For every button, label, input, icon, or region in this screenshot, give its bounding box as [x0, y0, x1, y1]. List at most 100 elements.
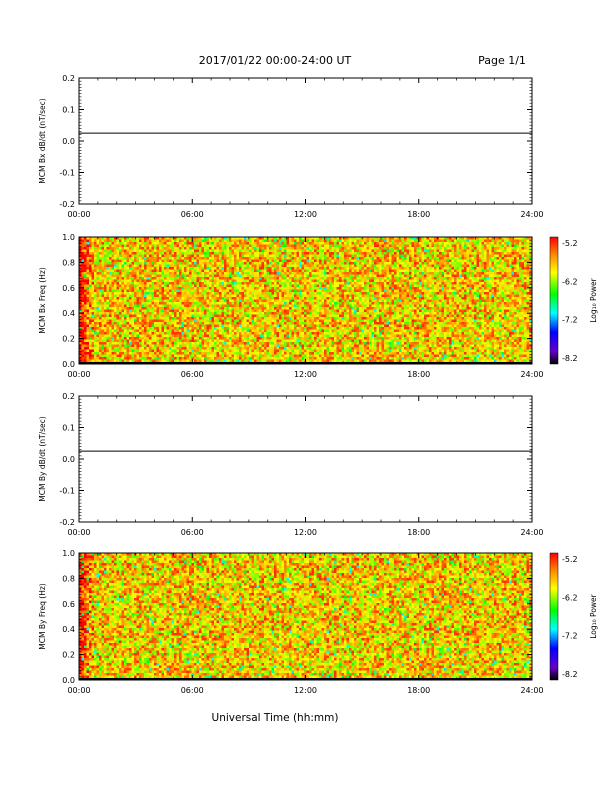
- spectrogram-cell: [187, 292, 190, 295]
- spectrogram-cell: [114, 242, 117, 245]
- spectrogram-cell: [234, 247, 237, 250]
- spectrogram-cell: [272, 297, 275, 300]
- spectrogram-cell: [252, 322, 255, 325]
- spectrogram-cell: [307, 262, 310, 265]
- spectrogram-cell: [289, 257, 292, 260]
- spectrogram-cell: [177, 267, 180, 270]
- spectrogram-cell: [202, 285, 205, 288]
- spectrogram-cell: [312, 360, 315, 363]
- spectrogram-cell: [104, 330, 107, 333]
- spectrogram-cell: [237, 252, 240, 255]
- spectrogram-cell: [309, 352, 312, 355]
- spectrogram-cell: [249, 275, 252, 278]
- spectrogram-cell: [314, 312, 317, 315]
- spectrogram-cell: [244, 282, 247, 285]
- spectrogram-cell: [164, 257, 167, 260]
- spectrogram-cell: [189, 282, 192, 285]
- spectrogram-cell: [244, 245, 247, 248]
- spectrogram-cell: [147, 277, 150, 280]
- spectrogram-cell: [112, 285, 115, 288]
- spectrogram-cell: [269, 310, 272, 313]
- spectrogram-cell: [122, 260, 125, 263]
- spectrogram-cell: [164, 327, 167, 330]
- spectrogram-cell: [144, 347, 147, 350]
- spectrogram-cell: [289, 307, 292, 310]
- spectrogram-cell: [292, 350, 295, 353]
- spectrogram-cell: [114, 322, 117, 325]
- spectrogram-cell: [159, 292, 162, 295]
- spectrogram-cell: [92, 272, 95, 275]
- spectrogram-cell: [89, 295, 92, 298]
- spectrogram-cell: [259, 275, 262, 278]
- spectrogram-cell: [159, 322, 162, 325]
- spectrogram-cell: [287, 305, 290, 308]
- spectrogram-cell: [279, 277, 282, 280]
- spectrogram-cell: [289, 282, 292, 285]
- spectrogram-cell: [214, 300, 217, 303]
- spectrogram-cell: [152, 267, 155, 270]
- spectrogram-cell: [252, 300, 255, 303]
- spectrogram-cell: [259, 350, 262, 353]
- spectrogram-cell: [114, 270, 117, 273]
- spectrogram-cell: [114, 287, 117, 290]
- spectrogram-cell: [194, 257, 197, 260]
- spectrogram-cell: [304, 270, 307, 273]
- spectrogram-cell: [162, 267, 165, 270]
- spectrogram-cell: [84, 297, 87, 300]
- spectrogram-cell: [234, 327, 237, 330]
- spectrogram-cell: [252, 325, 255, 328]
- spectrogram-cell: [232, 242, 235, 245]
- spectrogram-cell: [102, 242, 105, 245]
- spectrogram-cell: [99, 320, 102, 323]
- spectrogram-cell: [219, 255, 222, 258]
- spectrogram-cell: [159, 330, 162, 333]
- spectrogram-cell: [229, 290, 232, 293]
- spectrogram-cell: [219, 337, 222, 340]
- spectrogram-cell: [237, 245, 240, 248]
- spectrogram-cell: [222, 355, 225, 358]
- spectrogram-cell: [297, 350, 300, 353]
- spectrogram-cell: [232, 287, 235, 290]
- spectrogram-cell: [299, 310, 302, 313]
- spectrogram-cell: [304, 245, 307, 248]
- spectrogram-cell: [312, 240, 315, 243]
- spectrogram-cell: [184, 285, 187, 288]
- spectrogram-cell: [197, 257, 200, 260]
- spectrogram-cell: [174, 277, 177, 280]
- spectrogram-cell: [117, 240, 120, 243]
- spectrogram-cell: [169, 297, 172, 300]
- spectrogram-cell: [204, 315, 207, 318]
- spectrogram-cell: [237, 262, 240, 265]
- spectrogram-cell: [282, 300, 285, 303]
- spectrogram-cell: [302, 245, 305, 248]
- spectrogram-cell: [102, 335, 105, 338]
- spectrogram-cell: [164, 315, 167, 318]
- spectrogram-cell: [194, 317, 197, 320]
- spectrogram-cell: [182, 277, 185, 280]
- spectrogram-cell: [207, 245, 210, 248]
- spectrogram-cell: [257, 275, 260, 278]
- spectrogram-cell: [297, 307, 300, 310]
- spectrogram-cell: [174, 275, 177, 278]
- spectrogram-cell: [277, 312, 280, 315]
- spectrogram-cell: [87, 310, 90, 313]
- spectrogram-cell: [254, 352, 257, 355]
- spectrogram-cell: [149, 285, 152, 288]
- spectrogram-cell: [257, 255, 260, 258]
- spectrogram-cell: [217, 285, 220, 288]
- spectrogram-cell: [287, 272, 290, 275]
- spectrogram-cell: [307, 335, 310, 338]
- spectrogram-cell: [292, 282, 295, 285]
- spectrogram-cell: [282, 327, 285, 330]
- spectrogram-cell: [137, 247, 140, 250]
- spectrogram-cell: [302, 242, 305, 245]
- spectrogram-cell: [179, 250, 182, 253]
- spectrogram-cell: [144, 345, 147, 348]
- spectrogram-cell: [139, 340, 142, 343]
- spectrogram-cell: [252, 292, 255, 295]
- spectrogram-cell: [242, 312, 245, 315]
- spectrogram-cell: [194, 280, 197, 283]
- spectrogram-cell: [304, 310, 307, 313]
- spectrogram-cell: [307, 355, 310, 358]
- spectrogram-cell: [307, 275, 310, 278]
